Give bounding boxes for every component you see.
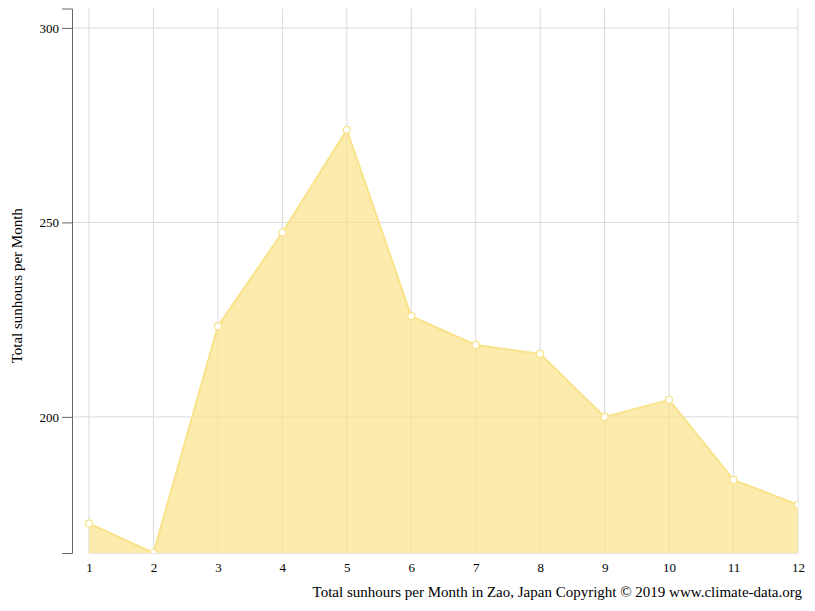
axis-line	[62, 9, 73, 554]
tick-label: 7	[473, 560, 480, 575]
chart: 200250300123456789101112Total sunhours p…	[0, 0, 815, 611]
grid	[72, 9, 798, 554]
y-axis: 200 250 300	[40, 9, 73, 554]
tick-label: 3	[215, 560, 222, 575]
tick-label: 4	[280, 560, 287, 575]
tick-label: 1	[86, 560, 93, 575]
area	[89, 130, 798, 553]
tick: 9	[602, 553, 609, 575]
axis-line	[90, 553, 799, 554]
point	[795, 501, 799, 508]
point	[537, 350, 544, 357]
tick: 11	[728, 553, 741, 575]
tick: 6	[409, 553, 416, 575]
tick: 250	[40, 215, 73, 230]
grid-line	[733, 9, 734, 554]
tick: 4	[280, 553, 287, 575]
point	[601, 413, 608, 420]
tick-label: 11	[728, 560, 741, 575]
point	[730, 476, 737, 483]
grid-line	[153, 9, 154, 554]
tick-mark	[62, 28, 72, 29]
tick-mark	[62, 222, 72, 223]
grid-line	[798, 9, 799, 554]
point	[214, 323, 221, 330]
tick: 8	[537, 553, 544, 575]
grid-line	[72, 222, 798, 223]
x-axis-title: Total sunhours per Month in Zao, Japan C…	[313, 584, 803, 600]
tick: 7	[473, 553, 480, 575]
tick-label: 6	[409, 560, 416, 575]
tick-label: 300	[40, 21, 60, 36]
grid-line	[72, 27, 798, 28]
point	[150, 550, 157, 554]
x-axis: 123456789101112	[86, 553, 805, 575]
tick: 3	[215, 553, 222, 575]
point	[343, 126, 350, 133]
tick-label: 8	[537, 560, 544, 575]
point	[666, 396, 673, 403]
line	[89, 130, 798, 553]
tick-label: 5	[344, 560, 351, 575]
point	[279, 229, 286, 236]
tick: 300	[40, 21, 73, 36]
y-axis-title: Total sunhours per Month	[9, 208, 25, 364]
tick: 1	[86, 553, 93, 575]
tick-mark	[62, 417, 72, 418]
tick-label: 10	[663, 560, 676, 575]
tick: 2	[151, 553, 158, 575]
tick: 200	[40, 410, 73, 425]
point	[86, 520, 93, 527]
grid-line	[89, 9, 90, 554]
tick: 5	[344, 553, 351, 575]
point	[472, 341, 479, 348]
tick: 10	[663, 553, 676, 575]
tick-label: 12	[792, 560, 805, 575]
plot-area	[86, 126, 799, 553]
tick: 12	[792, 553, 805, 575]
tick-label: 200	[40, 410, 60, 425]
point	[408, 313, 415, 320]
tick-label: 250	[40, 215, 60, 230]
tick-label: 9	[602, 560, 609, 575]
tick-label: 2	[151, 560, 158, 575]
